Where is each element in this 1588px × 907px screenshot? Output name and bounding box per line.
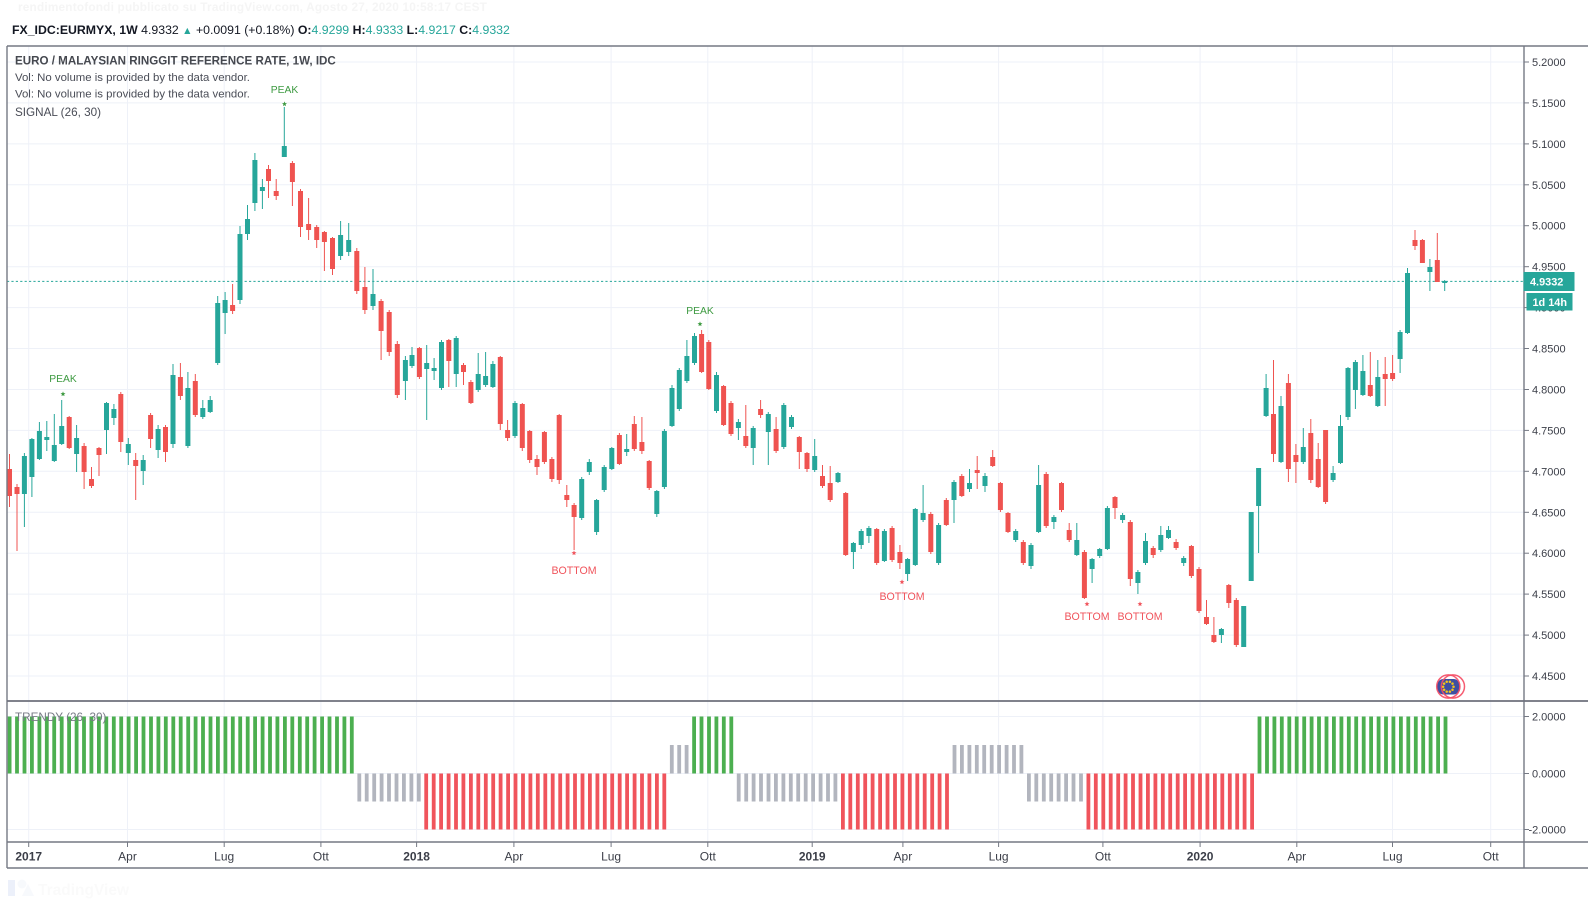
svg-text:PEAK: PEAK <box>49 374 77 385</box>
svg-text:4.7500: 4.7500 <box>1532 425 1566 437</box>
svg-text:5.1500: 5.1500 <box>1532 98 1566 110</box>
svg-text:-2.0000: -2.0000 <box>1529 825 1566 837</box>
svg-text:4.4500: 4.4500 <box>1532 671 1566 683</box>
svg-text:4.5500: 4.5500 <box>1532 589 1566 601</box>
svg-text:Apr: Apr <box>505 850 524 864</box>
svg-text:4.6000: 4.6000 <box>1532 548 1566 560</box>
svg-text:2019: 2019 <box>799 850 826 864</box>
svg-text:2018: 2018 <box>403 850 430 864</box>
svg-text:Apr: Apr <box>1287 850 1306 864</box>
svg-text:TradingView: TradingView <box>38 882 130 899</box>
svg-text:rendimentofondi pubblicato su: rendimentofondi pubblicato su TradingVie… <box>18 0 488 14</box>
svg-text:Ott: Ott <box>313 850 330 864</box>
svg-text:PEAK: PEAK <box>686 306 714 317</box>
svg-text:Vol: No volume is provided by: Vol: No volume is provided by the data v… <box>15 89 250 101</box>
svg-text:Lug: Lug <box>214 850 234 864</box>
svg-text:Apr: Apr <box>894 850 913 864</box>
svg-text:5.0000: 5.0000 <box>1532 221 1566 233</box>
svg-text:Ott: Ott <box>1483 850 1500 864</box>
svg-text:Ott: Ott <box>1095 850 1112 864</box>
svg-text:Apr: Apr <box>118 850 137 864</box>
svg-text:5.0500: 5.0500 <box>1532 180 1566 192</box>
svg-text:2017: 2017 <box>15 850 42 864</box>
svg-text:4.9500: 4.9500 <box>1532 262 1566 274</box>
svg-text:BOTTOM: BOTTOM <box>879 591 924 603</box>
svg-text:Lug: Lug <box>601 850 621 864</box>
svg-text:Lug: Lug <box>1382 850 1402 864</box>
svg-text:5.1000: 5.1000 <box>1532 139 1566 151</box>
svg-text:4.5000: 4.5000 <box>1532 630 1566 642</box>
svg-text:4.9332: 4.9332 <box>1530 277 1563 289</box>
svg-text:TRENDY (26, 30): TRENDY (26, 30) <box>15 711 106 724</box>
svg-text:2020: 2020 <box>1187 850 1214 864</box>
svg-text:2.0000: 2.0000 <box>1532 712 1566 724</box>
svg-text:FX_IDC:EURMYX, 1W 4.9332 ▲ +0: FX_IDC:EURMYX, 1W 4.9332 ▲ +0.0091 (+0.1… <box>12 23 510 37</box>
svg-text:0.0000: 0.0000 <box>1532 769 1566 781</box>
svg-text:4.6500: 4.6500 <box>1532 507 1566 519</box>
svg-text:4.8500: 4.8500 <box>1532 344 1566 356</box>
svg-text:5.2000: 5.2000 <box>1532 57 1566 69</box>
svg-text:Ott: Ott <box>700 850 717 864</box>
svg-text:1d 14h: 1d 14h <box>1533 297 1568 309</box>
svg-text:PEAK: PEAK <box>271 85 299 96</box>
svg-text:BOTTOM: BOTTOM <box>1117 611 1162 623</box>
svg-text:Lug: Lug <box>989 850 1009 864</box>
svg-text:EURO / MALAYSIAN RINGGIT REFER: EURO / MALAYSIAN RINGGIT REFERENCE RATE,… <box>15 55 336 68</box>
svg-text:4.8000: 4.8000 <box>1532 385 1566 397</box>
svg-text:BOTTOM: BOTTOM <box>551 565 596 577</box>
svg-text:SIGNAL (26, 30): SIGNAL (26, 30) <box>15 106 101 119</box>
svg-text:Vol: No volume is provided by: Vol: No volume is provided by the data v… <box>15 72 250 84</box>
svg-text:BOTTOM: BOTTOM <box>1064 611 1109 623</box>
svg-text:4.7000: 4.7000 <box>1532 466 1566 478</box>
